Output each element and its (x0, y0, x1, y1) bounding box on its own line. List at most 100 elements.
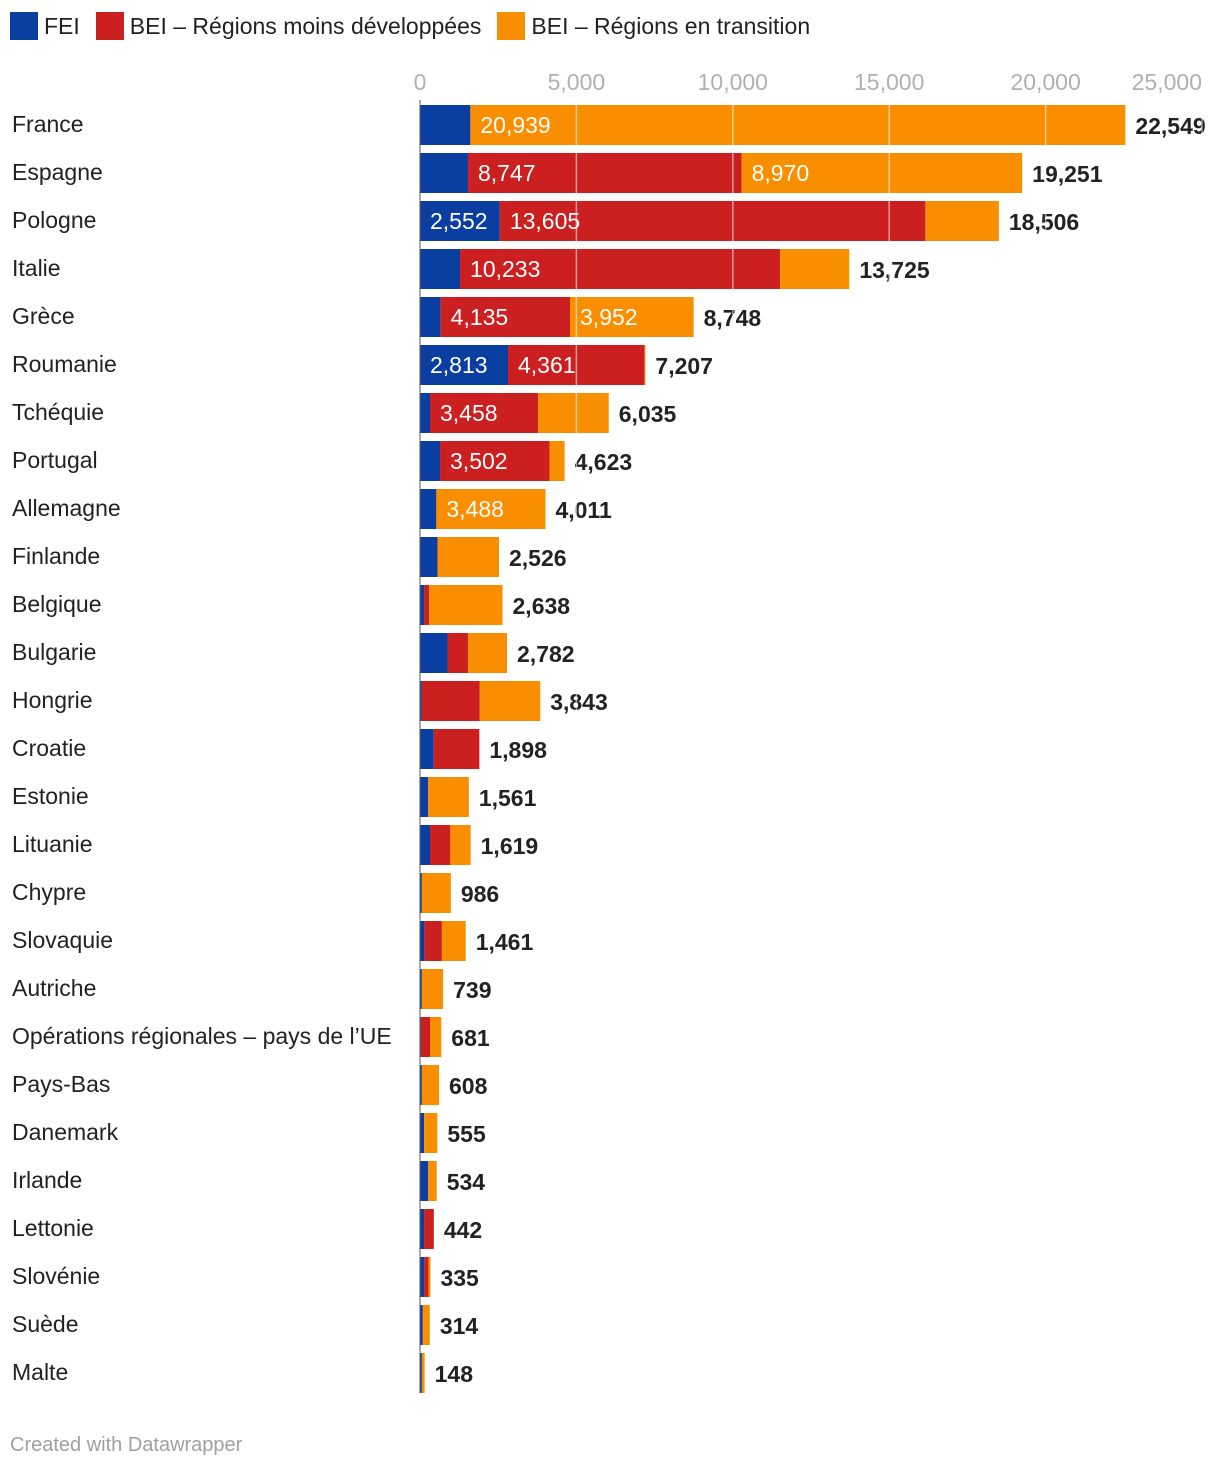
datawrapper-credit: Created with Datawrapper (10, 1434, 243, 1456)
segment-value-grece-bei-less-developed: 4,135 (451, 304, 509, 330)
bar-segment-slovaquie-bei-transition (441, 921, 466, 961)
total-value-tchequie: 6,035 (619, 401, 677, 427)
segment-value-italie-bei-less-developed: 10,233 (470, 256, 540, 282)
bar-segment-allemagne-bei-transition (436, 489, 546, 529)
bar-segment-italie-bei-less-developed (460, 249, 781, 289)
total-value-estonie: 1,561 (479, 785, 537, 811)
row-label-allemagne: Allemagne (12, 495, 121, 521)
total-value-allemagne: 4,011 (555, 497, 611, 523)
segment-value-espagne-bei-transition: 8,970 (752, 160, 810, 186)
total-value-bulgarie: 2,782 (517, 641, 575, 667)
legend-label-fei: FEI (44, 12, 80, 39)
x-tick-label: 25,000 (1132, 69, 1202, 95)
total-value-autriche: 739 (453, 977, 491, 1003)
bar-segment-bulgarie-bei-transition (468, 633, 508, 673)
bar-segment-bulgarie-bei-less-developed (447, 633, 469, 673)
bar-segment-grece-bei-transition (570, 297, 694, 337)
total-value-chypre: 986 (461, 881, 499, 907)
bar-segment-pologne-bei-transition (925, 201, 999, 241)
row-label-finlande: Finlande (12, 543, 100, 569)
bar-segment-slovaquie-fei (420, 921, 425, 961)
row-label-portugal: Portugal (12, 447, 98, 473)
bar-segment-slovenie-bei-transition (428, 1257, 431, 1297)
x-tick-label: 5,000 (548, 69, 606, 95)
total-value-irlande: 534 (447, 1169, 486, 1195)
total-value-hongrie: 3,843 (550, 689, 608, 715)
bar-segment-lituanie-bei-less-developed (430, 825, 451, 865)
bar-segment-france-bei-transition (470, 105, 1126, 145)
segment-value-grece-bei-transition: 3,952 (580, 304, 638, 330)
bar-segment-malte-bei-transition (421, 1353, 425, 1393)
row-label-estonie: Estonie (12, 783, 89, 809)
bar-segment-espagne-fei (420, 153, 468, 193)
bar-segment-pologne-fei (420, 201, 500, 241)
segment-value-pologne-fei: 2,552 (430, 208, 488, 234)
x-tick-label: 15,000 (854, 69, 924, 95)
total-value-malte: 148 (435, 1361, 474, 1387)
segment-value-roumanie-bei-less-developed: 4,361 (518, 352, 576, 378)
row-label-pays-bas: Pays-Bas (12, 1071, 110, 1097)
bar-segment-estonie-fei (420, 777, 429, 817)
row-label-autriche: Autriche (12, 975, 96, 1001)
bar-segment-lettonie-bei-less-developed (424, 1209, 434, 1249)
bar-segment-lettonie-fei (420, 1209, 425, 1249)
bar-segment-grece-fei (420, 297, 441, 337)
legend-label-bei-less-developed: BEI – Régions moins développées (129, 12, 482, 39)
chart-legend: FEI BEI – Régions moins développées BEI … (10, 12, 826, 40)
legend-item-bei-transition: BEI – Régions en transition (497, 12, 810, 40)
bar-segment-portugal-fei (420, 441, 441, 481)
stacked-bar-chart: 0 5,000 10,000 15,000 20,000 25,000 France 20,9… (12, 69, 1206, 1393)
bar-segment-hongrie-bei-less-developed (421, 681, 480, 721)
segment-value-roumanie-fei: 2,813 (430, 352, 488, 378)
row-label-france: France (12, 111, 84, 137)
bar-segment-espagne-bei-less-developed (467, 153, 742, 193)
bar-segment-italie-fei (420, 249, 461, 289)
row-label-hongrie: Hongrie (12, 687, 93, 713)
row-label-roumanie: Roumanie (12, 351, 117, 377)
legend-label-bei-transition: BEI – Régions en transition (531, 12, 811, 39)
bar-segment-hongrie-fei (420, 681, 422, 721)
bar-segment-finlande-bei-transition (437, 537, 500, 577)
row-label-chypre: Chypre (12, 879, 86, 905)
total-value-slovenie: 335 (440, 1265, 479, 1291)
total-value-lettonie: 442 (444, 1217, 482, 1243)
bar-segment-espagne-bei-transition (741, 153, 1023, 193)
segment-value-tchequie-bei-less-developed: 3,458 (440, 400, 498, 426)
row-label-pologne: Pologne (12, 207, 96, 233)
bar-segment-operations-regionales-pays-de-l-ue-bei-transition (430, 1017, 442, 1057)
row-label-grece: Grèce (12, 303, 75, 329)
segment-value-pologne-bei-less-developed: 13,605 (510, 208, 580, 234)
total-value-france: 22,549 (1135, 113, 1205, 139)
bar-segment-tchequie-bei-transition (538, 393, 609, 433)
total-value-croatie: 1,898 (489, 737, 547, 763)
bar-segment-slovenie-bei-less-developed (424, 1257, 429, 1297)
bar-segment-suede-fei (420, 1305, 423, 1345)
bar-segment-pays-bas-fei (420, 1065, 422, 1105)
x-tick-label: 20,000 (1010, 69, 1080, 95)
bar-segment-autriche-fei (420, 969, 422, 1009)
segment-value-portugal-bei-less-developed: 3,502 (450, 448, 508, 474)
bar-segment-operations-regionales-pays-de-l-ue-bei-less-developed (420, 1017, 431, 1057)
row-label-malte: Malte (12, 1359, 68, 1385)
total-value-suede: 314 (440, 1313, 479, 1339)
bar-segment-belgique-bei-transition (429, 585, 503, 625)
total-value-pologne: 18,506 (1009, 209, 1079, 235)
row-label-croatie: Croatie (12, 735, 86, 761)
segment-value-allemagne-bei-transition: 3,488 (446, 496, 504, 522)
legend-swatch-bei-less-developed (95, 12, 124, 40)
x-tick-label: 0 (414, 69, 427, 95)
total-value-roumanie: 7,207 (655, 353, 713, 379)
x-tick-label: 10,000 (698, 69, 768, 95)
bar-segment-allemagne-fei (420, 489, 437, 529)
segment-value-france-bei-transition: 20,939 (480, 112, 550, 138)
legend-item-fei: FEI (10, 12, 80, 40)
bar-segment-roumanie-bei-transition (644, 345, 646, 385)
bar-segment-belgique-fei (420, 585, 425, 625)
bar-segment-suede-bei-transition (422, 1305, 430, 1345)
bar-segment-malte-fei (420, 1353, 422, 1393)
bar-segment-lituanie-fei (420, 825, 431, 865)
row-label-danemark: Danemark (12, 1119, 119, 1145)
bar-segment-slovaquie-bei-less-developed (424, 921, 442, 961)
bar-segment-italie-bei-transition (780, 249, 850, 289)
bar-segment-danemark-fei (420, 1113, 425, 1153)
